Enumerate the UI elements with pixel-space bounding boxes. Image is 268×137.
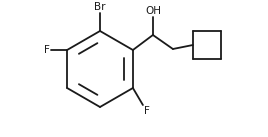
Text: Br: Br <box>94 2 106 12</box>
Text: OH: OH <box>145 6 161 16</box>
Text: F: F <box>144 106 150 116</box>
Text: F: F <box>44 45 50 55</box>
